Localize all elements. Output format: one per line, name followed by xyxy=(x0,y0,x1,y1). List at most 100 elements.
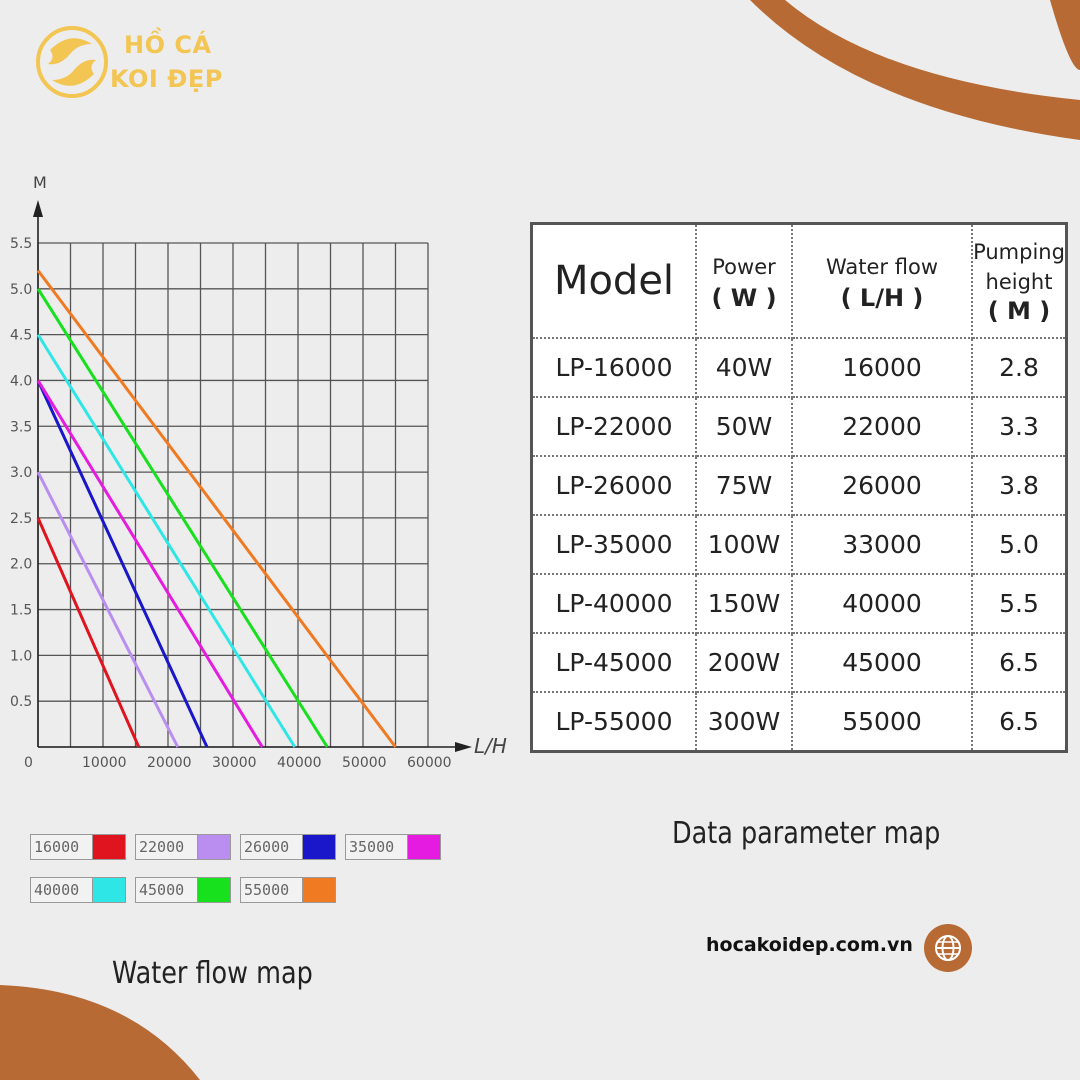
series-line-26000 xyxy=(36,379,209,748)
y-tick-label: 4.5 xyxy=(10,328,32,344)
y-tick-label: 5.5 xyxy=(10,236,32,252)
legend-label: 22000 xyxy=(136,835,198,859)
legend-label: 35000 xyxy=(346,835,408,859)
cell-height: 5.5 xyxy=(971,573,1068,634)
header-flow-unit: ( L/H ) xyxy=(840,284,924,312)
website-url[interactable]: hocakoidep.com.vn xyxy=(706,934,913,956)
parameter-table: Model Power ( W ) Water flow ( L/H ) Pum… xyxy=(530,222,1068,753)
header-height-unit: ( M ) xyxy=(987,297,1051,325)
legend-item-40000: 40000 xyxy=(30,877,126,903)
brand-name: HỒ CÁ KOI ĐẸP xyxy=(110,28,223,96)
globe-icon-glyph xyxy=(935,935,961,961)
koi-fish-logo-icon xyxy=(36,26,108,98)
cell-flow: 40000 xyxy=(791,573,973,634)
x-tick-label: 40000 xyxy=(277,755,322,771)
y-tick-label: 1.0 xyxy=(10,648,32,664)
water-flow-chart: 5.5 5.0 4.5 4.0 3.5 3.0 2.5 2.0 1.5 1.0 0.5 0 10000 2… xyxy=(10,173,507,771)
cell-model: LP-55000 xyxy=(530,691,697,753)
cell-height: 2.8 xyxy=(971,337,1068,398)
y-tick-label: 3.5 xyxy=(10,419,32,435)
series-line-16000 xyxy=(36,517,141,748)
cell-power: 40W xyxy=(695,337,793,398)
table-row: LP-35000 100W 33000 5.0 xyxy=(530,514,1068,575)
x-tick-label: 0 xyxy=(24,755,33,771)
table-header-row: Model Power ( W ) Water flow ( L/H ) Pum… xyxy=(530,222,1068,339)
header-power: Power ( W ) xyxy=(695,222,793,339)
cell-power: 300W xyxy=(695,691,793,753)
series-line-40000 xyxy=(36,333,297,748)
legend-swatch xyxy=(198,878,230,902)
brand-line-1: HỒ CÁ xyxy=(124,31,212,59)
table-row: LP-55000 300W 55000 6.5 xyxy=(530,691,1068,753)
cell-flow: 33000 xyxy=(791,514,973,575)
cell-model: LP-16000 xyxy=(530,337,697,398)
cell-power: 75W xyxy=(695,455,793,516)
legend-item-45000: 45000 xyxy=(135,877,231,903)
cell-height: 5.0 xyxy=(971,514,1068,575)
cell-flow: 26000 xyxy=(791,455,973,516)
y-tick-label: 5.0 xyxy=(10,282,32,298)
x-tick-label: 10000 xyxy=(82,755,127,771)
legend-item-55000: 55000 xyxy=(240,877,336,903)
globe-icon[interactable] xyxy=(924,924,972,972)
legend-item-16000: 16000 xyxy=(30,834,126,860)
legend-item-22000: 22000 xyxy=(135,834,231,860)
chart-ticks: 5.5 5.0 4.5 4.0 3.5 3.0 2.5 2.0 1.5 1.0 0.5 0 10000 2… xyxy=(10,236,452,771)
header-flow: Water flow ( L/H ) xyxy=(791,222,973,339)
header-model: Model xyxy=(530,222,697,339)
legend-label: 45000 xyxy=(136,878,198,902)
series-line-45000 xyxy=(36,288,329,748)
legend-item-35000: 35000 xyxy=(345,834,441,860)
cell-height: 3.3 xyxy=(971,396,1068,457)
x-tick-label: 20000 xyxy=(147,755,192,771)
legend-label: 55000 xyxy=(241,878,303,902)
y-tick-label: 4.0 xyxy=(10,373,32,389)
legend-label: 16000 xyxy=(31,835,93,859)
legend-swatch xyxy=(93,835,125,859)
cell-model: LP-35000 xyxy=(530,514,697,575)
series-line-55000 xyxy=(36,269,397,748)
cell-flow: 22000 xyxy=(791,396,973,457)
chart-axes xyxy=(33,200,472,752)
y-tick-label: 0.5 xyxy=(10,694,32,710)
legend-label: 26000 xyxy=(241,835,303,859)
chart-grid xyxy=(37,242,429,748)
cell-model: LP-26000 xyxy=(530,455,697,516)
cell-power: 150W xyxy=(695,573,793,634)
y-axis-label: M xyxy=(33,173,47,192)
table-row: LP-22000 50W 22000 3.3 xyxy=(530,396,1068,457)
y-tick-label: 2.5 xyxy=(10,511,32,527)
cell-power: 200W xyxy=(695,632,793,693)
cell-flow: 16000 xyxy=(791,337,973,398)
chart-series xyxy=(36,269,397,748)
header-height-line-1: Pumping xyxy=(973,240,1065,264)
header-power-unit: ( W ) xyxy=(711,284,777,312)
x-axis-label: L/H xyxy=(474,734,507,758)
table-row: LP-26000 75W 26000 3.8 xyxy=(530,455,1068,516)
cell-model: LP-45000 xyxy=(530,632,697,693)
parameter-table-container: Model Power ( W ) Water flow ( L/H ) Pum… xyxy=(530,222,1068,753)
cell-height: 6.5 xyxy=(971,632,1068,693)
table-row: LP-16000 40W 16000 2.8 xyxy=(530,337,1068,398)
y-axis-arrow xyxy=(33,200,43,217)
y-tick-label: 3.0 xyxy=(10,465,32,481)
table-row: LP-40000 150W 40000 5.5 xyxy=(530,573,1068,634)
header-power-label: Power xyxy=(712,255,776,279)
brand-line-2: KOI ĐẸP xyxy=(110,65,223,93)
x-tick-label: 50000 xyxy=(342,755,387,771)
table-row: LP-45000 200W 45000 6.5 xyxy=(530,632,1068,693)
legend-swatch xyxy=(93,878,125,902)
table-caption: Data parameter map xyxy=(672,816,941,851)
y-tick-label: 1.5 xyxy=(10,603,32,619)
series-line-35000 xyxy=(36,379,264,748)
cell-model: LP-22000 xyxy=(530,396,697,457)
brand-logo: HỒ CÁ KOI ĐẸP xyxy=(30,22,223,102)
legend-swatch xyxy=(303,835,335,859)
x-tick-label: 30000 xyxy=(212,755,257,771)
table-body: LP-16000 40W 16000 2.8 LP-22000 50W 22000 3.3 LP… xyxy=(530,337,1068,753)
legend-swatch xyxy=(408,835,440,859)
header-flow-label: Water flow xyxy=(825,255,938,279)
legend-swatch xyxy=(303,878,335,902)
